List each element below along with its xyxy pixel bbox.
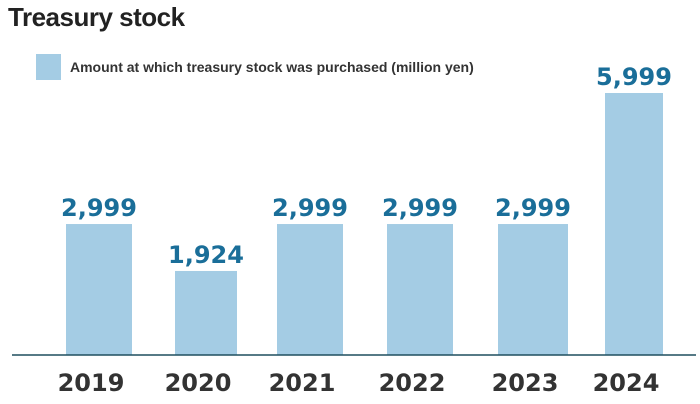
bar-2024 [605,93,663,355]
value-label-2021: 2,999 [272,194,348,222]
value-label-2020: 1,924 [168,241,244,269]
value-label-2022: 2,999 [382,194,458,222]
tick-label-2019: 2019 [58,369,125,397]
x-axis-tick-labels: 2019 2020 2021 2022 2023 2024 [58,369,660,397]
value-labels: 2,999 1,924 2,999 2,999 2,999 5,999 [61,63,672,269]
bars [66,93,663,355]
legend: Amount at which treasury stock was purch… [36,54,474,80]
value-label-2024: 5,999 [596,63,672,91]
chart-title: Treasury stock [8,2,185,32]
tick-label-2020: 2020 [165,369,232,397]
bar-2022 [387,224,453,355]
value-label-2023: 2,999 [495,194,571,222]
value-label-2019: 2,999 [61,194,137,222]
tick-label-2022: 2022 [379,369,446,397]
tick-label-2024: 2024 [593,369,660,397]
bar-2023 [498,224,568,355]
tick-label-2021: 2021 [269,369,336,397]
legend-label: Amount at which treasury stock was purch… [70,59,474,75]
legend-swatch [36,54,61,80]
tick-label-2023: 2023 [492,369,559,397]
bar-2019 [66,224,132,355]
bar-2020 [175,270,237,355]
bar-2021 [277,224,343,355]
